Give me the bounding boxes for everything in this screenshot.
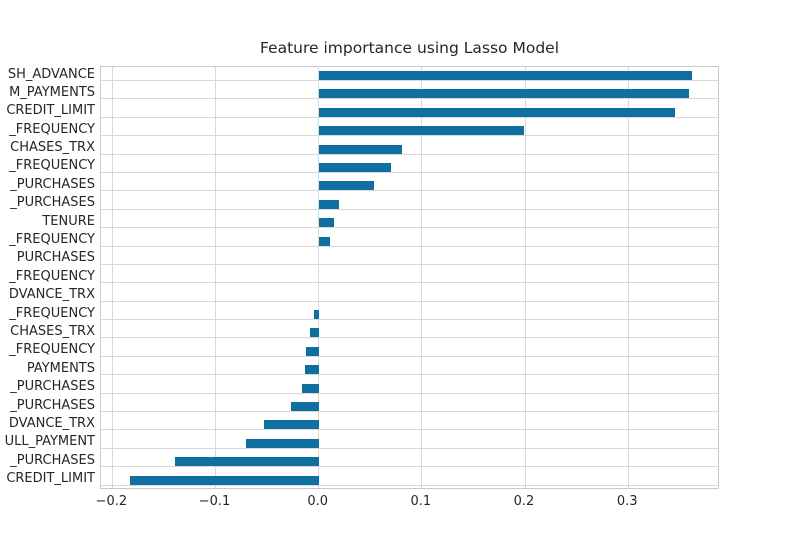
bar bbox=[318, 107, 675, 117]
bar bbox=[318, 89, 690, 99]
bar bbox=[306, 346, 319, 356]
gridline-y bbox=[101, 190, 718, 192]
gridline-y bbox=[101, 300, 718, 302]
gridline-y bbox=[101, 337, 718, 339]
y-tick-label: _FREQUENCY bbox=[9, 268, 95, 284]
plot-area bbox=[100, 66, 719, 489]
gridline-x bbox=[318, 67, 320, 488]
gridline-y bbox=[101, 171, 718, 173]
y-tick-label: M_PAYMENTS bbox=[9, 84, 95, 100]
gridline-y bbox=[101, 98, 718, 100]
x-tick-label: 0.3 bbox=[616, 494, 638, 509]
gridline-y bbox=[101, 374, 718, 376]
y-tick-label: CHASES_TRX bbox=[10, 140, 95, 156]
x-tick-label: −0.1 bbox=[198, 494, 231, 509]
gridline-y bbox=[101, 227, 718, 229]
gridline-y bbox=[101, 392, 718, 394]
y-tick-label: _PURCHASES bbox=[10, 452, 95, 468]
y-tick-label: DVANCE_TRX bbox=[8, 287, 95, 303]
bar bbox=[318, 218, 335, 228]
bar bbox=[129, 475, 319, 485]
gridline-x bbox=[627, 67, 629, 488]
y-tick-label: _FREQUENCY bbox=[9, 342, 95, 358]
gridline-y bbox=[101, 245, 718, 247]
y-tick-label: _PURCHASES bbox=[10, 397, 95, 413]
bar bbox=[246, 438, 319, 448]
y-tick-label: _FREQUENCY bbox=[9, 305, 95, 321]
bar bbox=[318, 181, 375, 191]
bar bbox=[318, 126, 524, 136]
gridline-x bbox=[215, 67, 216, 488]
y-tick-label: ULL_PAYMENT bbox=[4, 434, 95, 450]
x-tick-label: 0.2 bbox=[513, 494, 535, 509]
gridline-y bbox=[101, 355, 718, 357]
y-tick-label: SH_ADVANCE bbox=[7, 66, 95, 82]
y-tick-label: PAYMENTS bbox=[26, 360, 95, 376]
y-tick-label: _PURCHASES bbox=[10, 176, 95, 192]
y-tick-label: _PURCHASES bbox=[10, 379, 95, 395]
bar bbox=[175, 457, 319, 467]
gridline-y bbox=[101, 80, 718, 81]
gridline-y bbox=[101, 319, 718, 321]
y-tick-label: _FREQUENCY bbox=[9, 121, 95, 137]
bar bbox=[318, 236, 331, 246]
bar bbox=[318, 144, 403, 154]
bar bbox=[313, 310, 319, 320]
gridline-y bbox=[101, 447, 718, 449]
x-tick-label: −0.2 bbox=[95, 494, 128, 509]
gridline-y bbox=[101, 484, 718, 486]
y-tick-label: CHASES_TRX bbox=[10, 323, 95, 339]
y-tick-label: TENURE bbox=[42, 213, 95, 229]
bar bbox=[318, 162, 391, 172]
bar bbox=[290, 402, 319, 412]
bar bbox=[302, 383, 319, 393]
gridline-x bbox=[524, 67, 526, 488]
y-tick-label: DVANCE_TRX bbox=[8, 415, 95, 431]
x-tick-label: 0.0 bbox=[307, 494, 329, 509]
bar bbox=[318, 199, 340, 209]
x-tick-label: 0.1 bbox=[410, 494, 432, 509]
bar bbox=[310, 328, 319, 338]
y-tick-label: PURCHASES bbox=[16, 250, 95, 266]
gridline-y bbox=[101, 263, 718, 265]
chart-title: Feature importance using Lasso Model bbox=[259, 39, 559, 57]
bar bbox=[318, 71, 693, 80]
gridline-x bbox=[421, 67, 423, 488]
gridline-y bbox=[101, 429, 718, 431]
gridline-x bbox=[111, 67, 113, 488]
bar bbox=[264, 420, 319, 430]
bar bbox=[305, 365, 319, 375]
gridline-y bbox=[101, 116, 718, 118]
gridline-y bbox=[101, 466, 718, 468]
gridline-y bbox=[101, 153, 718, 155]
y-tick-label: CREDIT_LIMIT bbox=[6, 103, 95, 119]
y-tick-label: CREDIT_LIMIT bbox=[6, 471, 95, 487]
y-tick-label: _FREQUENCY bbox=[9, 232, 95, 248]
gridline-y bbox=[101, 208, 718, 210]
gridline-y bbox=[101, 411, 718, 413]
gridline-y bbox=[101, 135, 718, 137]
gridline-y bbox=[101, 282, 718, 284]
y-tick-label: _FREQUENCY bbox=[9, 158, 95, 174]
y-tick-label: _PURCHASES bbox=[10, 195, 95, 211]
